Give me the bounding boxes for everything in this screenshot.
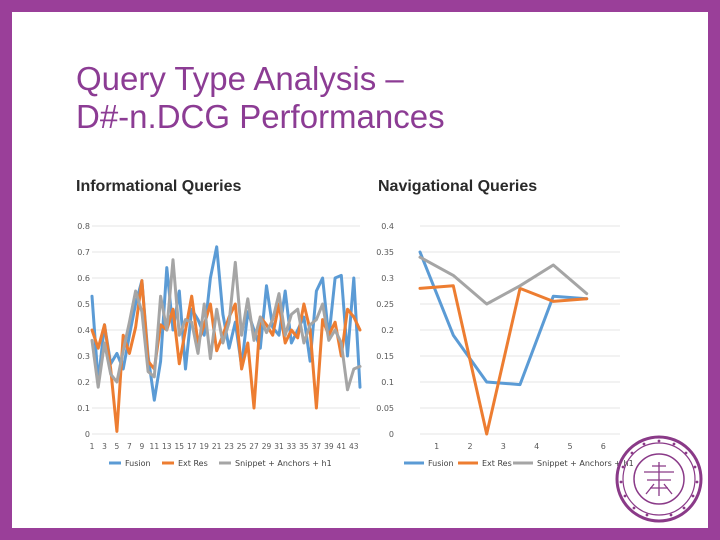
nav-legend-label-snippet: Snippet + Anchors + h1 [537, 459, 634, 468]
info-y-tick-label: 0.8 [77, 222, 90, 231]
info-legend-label-fusion: Fusion [125, 459, 151, 468]
nav-series-line-fusion [418, 250, 589, 387]
info-x-tick-label: 39 [324, 442, 334, 451]
info-y-tick-label: 0 [85, 430, 90, 439]
info-y-tick-label: 0.3 [77, 352, 90, 361]
info-y-tick-label: 0.5 [77, 300, 90, 309]
nav-y-tick-label: 0.1 [381, 378, 394, 387]
nav-series-line-ext_res [418, 284, 589, 436]
info-x-tick-label: 13 [162, 442, 172, 451]
nav-x-tick-label: 2 [467, 442, 472, 451]
info-x-tick-label: 41 [337, 442, 347, 451]
info-x-tick-label: 31 [274, 442, 284, 451]
info-x-tick-label: 27 [249, 442, 259, 451]
nav-y-tick-label: 0 [389, 430, 394, 439]
nav-x-tick-label: 5 [567, 442, 572, 451]
info-x-tick-label: 43 [349, 442, 359, 451]
slide-title: Query Type Analysis – D#-n.DCG Performan… [76, 60, 636, 136]
info-x-tick-label: 11 [150, 442, 160, 451]
info-x-tick-label: 25 [237, 442, 247, 451]
nav-y-tick-label: 0.3 [381, 274, 394, 283]
nav-y-tick-label: 0.4 [381, 222, 394, 231]
nav-y-tick-label: 0.05 [376, 404, 394, 413]
info-y-tick-label: 0.1 [77, 404, 90, 413]
info-x-tick-label: 7 [127, 442, 132, 451]
info-x-tick-label: 9 [139, 442, 144, 451]
info-x-tick-label: 33 [287, 442, 297, 451]
nav-y-tick-label: 0.35 [376, 248, 394, 257]
info-x-tick-label: 3 [102, 442, 107, 451]
title-line-1: Query Type Analysis – [76, 60, 404, 97]
info-x-tick-label: 37 [312, 442, 322, 451]
info-x-tick-label: 5 [115, 442, 120, 451]
informational-heading: Informational Queries [76, 178, 242, 195]
info-x-tick-label: 21 [212, 442, 222, 451]
navigational-heading: Navigational Queries [378, 178, 538, 195]
nav-y-tick-label: 0.15 [376, 352, 394, 361]
info-x-tick-label: 17 [187, 442, 197, 451]
nav-y-tick-label: 0.25 [376, 300, 394, 309]
info-x-tick-label: 19 [199, 442, 209, 451]
info-x-tick-label: 35 [299, 442, 309, 451]
nav-x-tick-label: 4 [534, 442, 539, 451]
nav-series-line-snippet [418, 255, 589, 306]
nav-x-tick-label: 1 [434, 442, 439, 451]
title-line-2: D#-n.DCG Performances [76, 98, 445, 135]
info-legend-label-ext_res: Ext Res [178, 459, 208, 468]
info-x-tick-label: 23 [224, 442, 234, 451]
info-series-line-ext_res [90, 279, 362, 433]
info-y-tick-label: 0.6 [77, 274, 90, 283]
info-series-line-snippet [90, 258, 362, 392]
nav-legend-label-ext_res: Ext Res [482, 459, 512, 468]
info-y-tick-label: 0.7 [77, 248, 90, 257]
info-x-tick-label: 29 [262, 442, 272, 451]
info-x-tick-label: 15 [174, 442, 184, 451]
info-legend-label-snippet: Snippet + Anchors + h1 [235, 459, 332, 468]
nav-x-tick-label: 6 [601, 442, 606, 451]
info-y-tick-label: 0.4 [77, 326, 90, 335]
nav-y-tick-label: 0.2 [381, 326, 394, 335]
nav-legend-label-fusion: Fusion [428, 459, 454, 468]
info-x-tick-label: 1 [90, 442, 95, 451]
university-seal-icon [615, 435, 703, 523]
nav-x-tick-label: 3 [501, 442, 506, 451]
info-y-tick-label: 0.2 [77, 378, 90, 387]
